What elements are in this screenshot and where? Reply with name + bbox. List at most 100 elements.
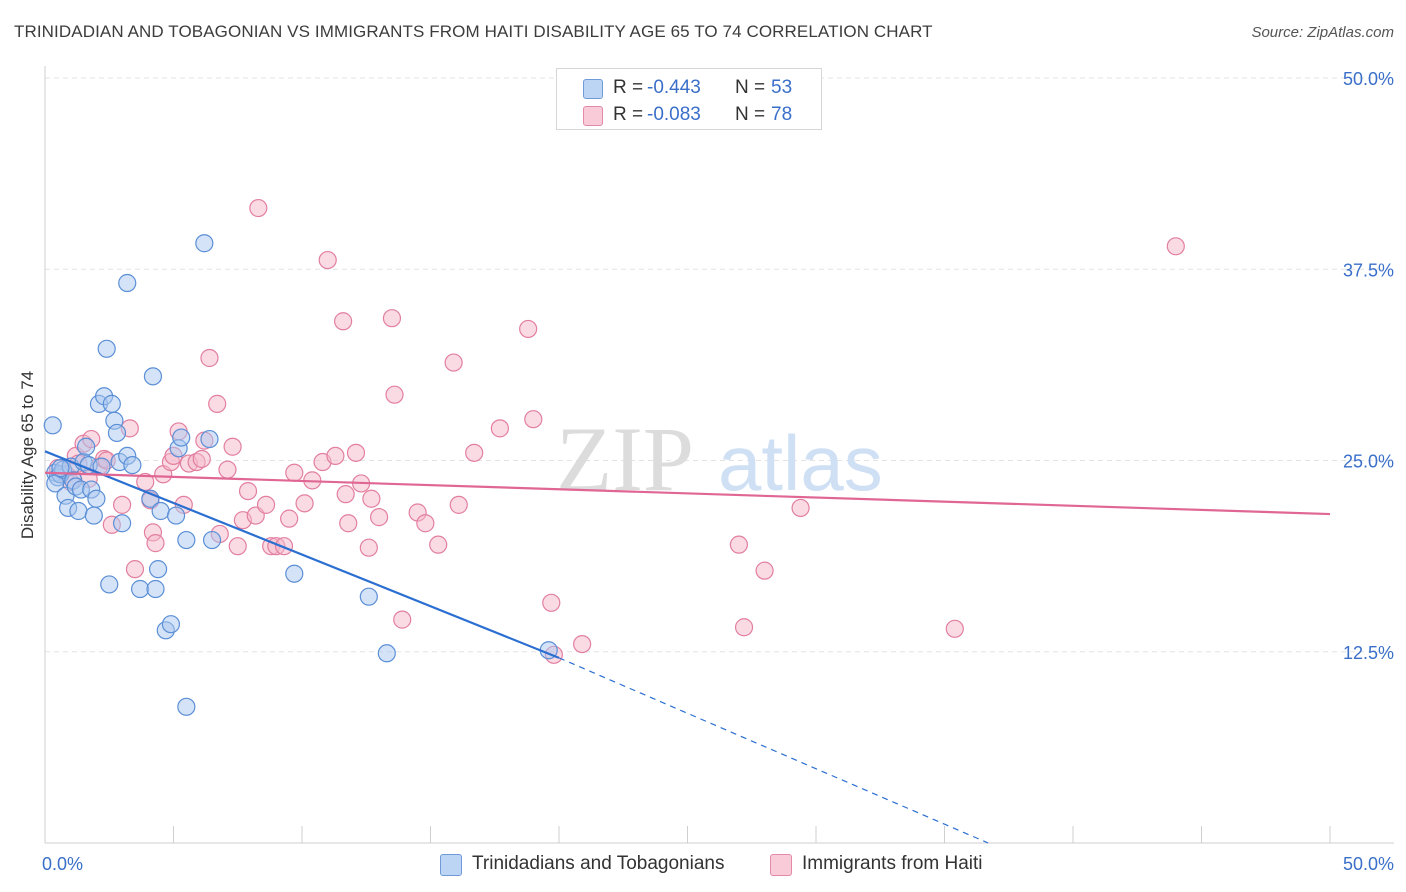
- data-point-haiti: [200, 348, 219, 368]
- data-point-haiti: [542, 593, 561, 612]
- y-tick-label: 50.0%: [1343, 69, 1394, 89]
- data-point-haiti: [385, 385, 404, 404]
- data-point-haiti: [524, 410, 543, 429]
- data-point-trinidadian: [146, 579, 165, 599]
- data-point-haiti: [280, 509, 299, 528]
- data-point-haiti: [125, 560, 145, 579]
- data-point-trinidadian: [177, 697, 196, 716]
- data-point-trinidadian: [118, 273, 137, 293]
- trend-line-trinidadian-extension: [558, 657, 989, 844]
- legend-label-trinidadians: Trinidadians and Tobagonians: [472, 853, 725, 874]
- data-point-haiti: [1166, 237, 1185, 256]
- legend-n-label: N =: [735, 77, 766, 98]
- data-point-haiti: [416, 514, 435, 533]
- data-point-trinidadian: [123, 455, 142, 475]
- legend-swatch-blue: [583, 79, 603, 99]
- legend-n-label: N =: [735, 104, 766, 125]
- data-point-trinidadian: [195, 234, 214, 253]
- y-axis-title: Disability Age 65 to 74: [18, 371, 37, 539]
- data-point-trinidadian: [112, 514, 132, 533]
- data-point-haiti: [729, 535, 749, 554]
- axes: [44, 66, 1394, 844]
- data-point-haiti: [449, 495, 468, 514]
- source-label: Source: ZipAtlas.com: [1251, 24, 1394, 41]
- data-point-haiti: [393, 610, 412, 629]
- data-point-trinidadian: [130, 579, 150, 599]
- y-tick-label: 25.0%: [1343, 452, 1394, 472]
- data-point-trinidadian: [151, 501, 170, 521]
- data-point-haiti: [285, 463, 304, 482]
- data-point-haiti: [218, 460, 237, 479]
- data-point-haiti: [228, 537, 247, 556]
- legend-swatch-blue: [440, 854, 462, 876]
- correlation-legend: R = -0.443 N = 53 R = -0.083 N = 78: [556, 68, 822, 130]
- data-point-haiti: [326, 446, 345, 466]
- watermark-zip: ZIP: [556, 408, 694, 510]
- data-point-haiti: [146, 534, 165, 553]
- data-point-trinidadian: [100, 575, 119, 594]
- data-point-trinidadian: [161, 615, 181, 634]
- data-point-haiti: [755, 561, 774, 580]
- legend-r-label: R =: [613, 77, 644, 98]
- data-point-trinidadian: [172, 428, 191, 447]
- data-point-haiti: [382, 309, 402, 328]
- legend-row-series2: R = -0.083 N = 78: [557, 102, 821, 128]
- data-point-trinidadian: [107, 423, 127, 443]
- data-point-trinidadian: [285, 564, 304, 583]
- data-point-haiti: [573, 634, 592, 654]
- data-point-haiti: [444, 353, 463, 372]
- data-point-haiti: [295, 494, 314, 513]
- data-point-haiti: [334, 312, 353, 331]
- x-tick-label: 0.0%: [42, 854, 83, 874]
- data-point-haiti: [339, 514, 358, 533]
- trend-line-haiti: [44, 471, 1331, 516]
- data-point-trinidadian: [97, 339, 116, 358]
- data-point-haiti: [465, 443, 484, 462]
- watermark: ZIP atlas: [556, 408, 883, 510]
- data-point-trinidadian: [359, 587, 378, 606]
- legend-n-value: 78: [771, 104, 793, 125]
- data-point-haiti: [112, 495, 132, 514]
- data-point-trinidadian: [69, 501, 88, 521]
- x-tick-label: 50.0%: [1343, 854, 1394, 874]
- data-point-haiti: [274, 537, 294, 556]
- data-point-haiti: [336, 485, 355, 504]
- data-point-haiti: [791, 498, 810, 518]
- data-point-trinidadian: [84, 506, 103, 525]
- data-point-trinidadian: [200, 429, 219, 449]
- axis-labels: 12.5% 25.0% 37.5% 50.0% 0.0% 50.0% Disability …: [18, 69, 1394, 874]
- data-point-trinidadian: [87, 489, 106, 508]
- data-point-trinidadian: [77, 437, 96, 456]
- legend-n-value: 53: [771, 77, 793, 98]
- legend-swatch-pink: [770, 854, 792, 876]
- legend-label-haiti: Immigrants from Haiti: [802, 853, 983, 874]
- data-point-trinidadian: [102, 394, 121, 413]
- data-point-trinidadian: [43, 416, 62, 435]
- data-point-haiti: [429, 535, 448, 554]
- data-point-haiti: [519, 319, 538, 339]
- data-point-haiti: [192, 449, 211, 469]
- data-point-haiti: [734, 618, 754, 637]
- legend-r-value: -0.443: [647, 77, 701, 98]
- data-point-haiti: [318, 250, 337, 270]
- trend-lines: [44, 450, 1331, 844]
- legend-r-value: -0.083: [647, 104, 701, 125]
- data-point-haiti: [346, 443, 366, 462]
- y-tick-label: 37.5%: [1343, 260, 1394, 280]
- data-point-trinidadian: [377, 644, 396, 663]
- series-legend: Trinidadians and Tobagonians Immigrants …: [0, 852, 1406, 878]
- data-point-haiti: [208, 394, 227, 413]
- data-point-trinidadian: [143, 367, 163, 386]
- data-point-trinidadian: [202, 530, 222, 550]
- data-point-haiti: [490, 419, 509, 438]
- y-tick-label: 12.5%: [1343, 643, 1394, 663]
- data-point-haiti: [370, 508, 389, 527]
- data-point-haiti: [256, 495, 276, 514]
- legend-swatch-pink: [583, 106, 603, 126]
- data-point-haiti: [945, 619, 964, 638]
- chart-title: TRINIDADIAN AND TOBAGONIAN VS IMMIGRANTS…: [14, 22, 933, 41]
- data-point-haiti: [249, 198, 268, 218]
- data-point-haiti: [223, 437, 242, 456]
- watermark-atlas: atlas: [718, 419, 883, 507]
